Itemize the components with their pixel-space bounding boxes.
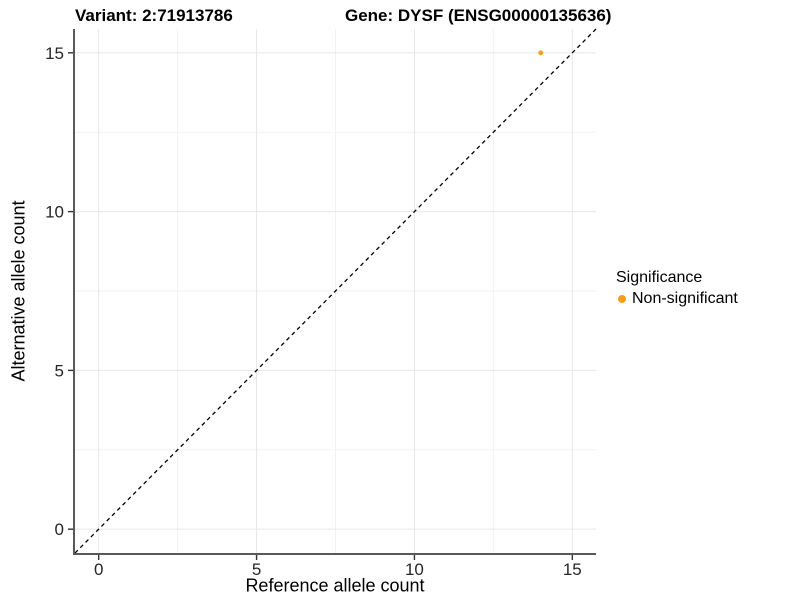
legend-item-non-significant: Non-significant	[616, 289, 738, 308]
x-tick-label: 5	[252, 560, 261, 579]
legend-item-label: Non-significant	[632, 290, 738, 307]
x-axis-title: Reference allele count	[245, 575, 425, 596]
legend: Significance Non-significant	[616, 268, 738, 308]
y-tick-label: 10	[45, 203, 64, 222]
data-point	[538, 50, 544, 56]
legend-title: Significance	[616, 269, 703, 286]
plot-title-gene: Gene: DYSF (ENSG00000135636)	[345, 6, 612, 25]
identity-line	[74, 28, 597, 554]
x-tick-label: 0	[94, 560, 103, 579]
y-tick-label: 0	[55, 520, 64, 539]
y-tick-label: 5	[55, 361, 64, 380]
y-axis-title: Alternative allele count	[8, 200, 29, 382]
x-tick-label: 10	[405, 560, 424, 579]
legend-point-icon	[618, 294, 626, 303]
plot-title-variant: Variant: 2:71913786	[75, 6, 233, 25]
y-tick-label: 15	[45, 44, 64, 63]
x-tick-label: 15	[563, 560, 582, 579]
